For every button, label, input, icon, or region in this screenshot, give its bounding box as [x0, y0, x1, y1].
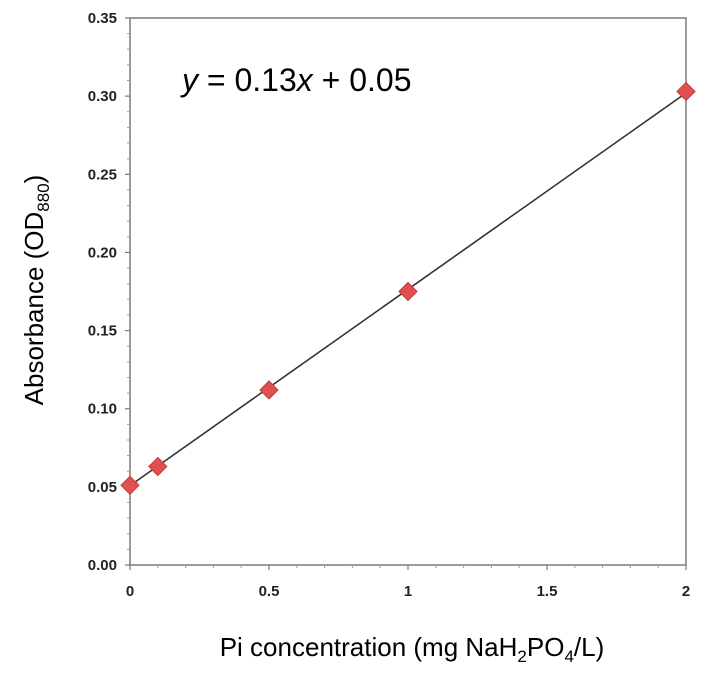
x-tick-label: 0: [126, 583, 134, 600]
x-axis-title: Pi concentration (mg NaH2PO4/L): [220, 632, 605, 666]
y-tick-label: 0.15: [88, 323, 117, 340]
y-tick-label: 0.30: [88, 88, 117, 105]
regression-equation: y = 0.13x + 0.05: [180, 62, 412, 98]
x-axis-ticks: 0 0.5 1 1.5 2: [126, 565, 690, 600]
x-tick-label: 0.5: [259, 583, 280, 600]
x-tick-label: 2: [682, 583, 690, 600]
y-tick-label: 0.00: [88, 557, 117, 574]
y-tick-label: 0.25: [88, 166, 117, 183]
y-tick-label: 0.35: [88, 10, 117, 27]
y-tick-label: 0.10: [88, 401, 117, 418]
data-points: [120, 81, 696, 496]
data-point: [148, 456, 168, 477]
data-point: [398, 281, 418, 302]
data-point: [120, 475, 140, 496]
x-tick-label: 1: [404, 583, 412, 600]
data-point: [259, 380, 279, 400]
y-axis-ticks: 0.00 0.05 0.10 0.15 0.20 0.25 0.30 0.35: [88, 10, 130, 574]
data-point: [676, 81, 696, 102]
x-tick-label: 1.5: [537, 583, 558, 600]
y-tick-label: 0.05: [88, 479, 117, 496]
y-tick-label: 0.20: [88, 244, 117, 261]
y-axis-title: Absorbance (OD880): [19, 175, 53, 406]
